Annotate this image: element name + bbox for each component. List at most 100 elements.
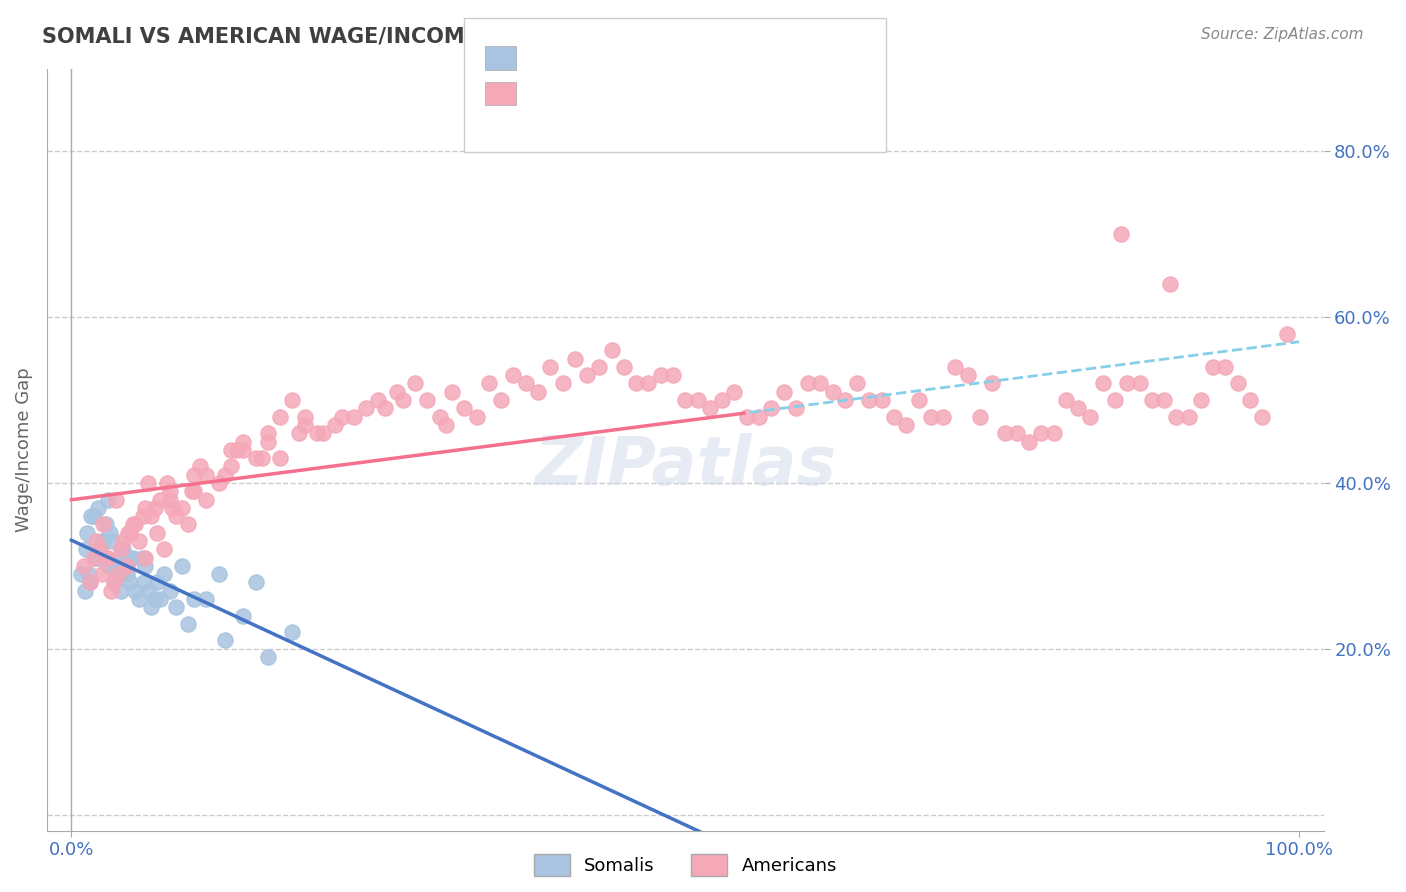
Point [1109,227,1132,242]
Point [576,368,599,383]
Point [416,393,439,408]
Point [385,384,408,399]
Point [121,550,143,565]
Point [993,426,1015,441]
Point [662,368,685,383]
Point [1215,359,1237,374]
Point [772,384,794,399]
Point [76,525,98,540]
Point [156,475,179,490]
Point [110,542,132,557]
Point [527,384,550,399]
Point [325,417,347,432]
Point [1005,426,1028,441]
Point [367,393,389,408]
Point [465,409,488,424]
Point [920,409,942,424]
Point [183,467,205,482]
Point [1080,409,1102,424]
Point [269,451,291,466]
Point [219,442,242,457]
Point [115,558,138,573]
Point [83,550,105,565]
Point [91,567,114,582]
Text: SOMALI VS AMERICAN WAGE/INCOME GAP CORRELATION CHART: SOMALI VS AMERICAN WAGE/INCOME GAP CORRE… [42,27,792,46]
Point [956,368,979,383]
Point [93,533,115,548]
Point [128,533,150,548]
Point [907,393,929,408]
Point [226,442,249,457]
Point [257,650,280,665]
Point [312,426,335,441]
Point [177,517,200,532]
Point [834,393,856,408]
Point [165,509,187,524]
Point [1140,393,1163,408]
Point [441,384,464,399]
Point [110,583,132,598]
Point [86,550,108,565]
Point [1159,277,1181,291]
Point [219,459,242,474]
Point [143,500,166,515]
Point [120,525,142,540]
Point [104,492,127,507]
Point [1104,393,1126,408]
Point [797,376,820,391]
Point [159,583,181,598]
Point [761,401,783,416]
Point [103,575,125,590]
Point [214,467,236,482]
Point [91,533,114,548]
Point [785,401,807,416]
Point [165,600,187,615]
Point [478,376,501,391]
Point [354,401,377,416]
Point [73,558,96,573]
Point [84,550,107,565]
Point [146,525,169,540]
Point [1239,393,1261,408]
Point [257,426,280,441]
Point [613,359,636,374]
Point [97,492,120,507]
Point [124,583,146,598]
Point [111,542,134,557]
Point [564,351,586,366]
Point [214,633,236,648]
Point [128,592,150,607]
Point [183,484,205,499]
Point [73,583,96,598]
Point [146,575,169,590]
Point [637,376,659,391]
Point [489,393,512,408]
Point [1275,326,1298,341]
Point [1116,376,1139,391]
Point [981,376,1004,391]
Point [392,393,415,408]
Point [711,393,734,408]
Point [373,401,395,416]
Point [434,417,457,432]
Point [170,558,193,573]
Point [699,401,721,416]
Point [588,359,610,374]
Point [870,393,893,408]
Point [932,409,955,424]
Point [883,409,905,424]
Point [1042,426,1064,441]
Point [502,368,524,383]
Point [1054,393,1077,408]
Text: ZIPatlas: ZIPatlas [534,434,837,500]
Point [94,550,117,565]
Point [723,384,745,399]
Point [404,376,426,391]
Point [141,600,163,615]
Point [245,575,267,590]
Point [98,525,121,540]
Point [294,417,316,432]
Point [117,550,139,565]
Point [159,484,181,499]
Point [453,401,475,416]
